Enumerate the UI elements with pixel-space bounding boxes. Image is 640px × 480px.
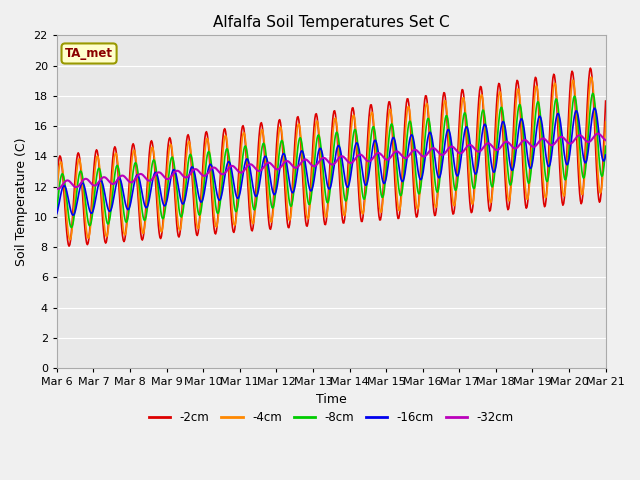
X-axis label: Time: Time	[316, 393, 347, 406]
Text: TA_met: TA_met	[65, 47, 113, 60]
Legend: -2cm, -4cm, -8cm, -16cm, -32cm: -2cm, -4cm, -8cm, -16cm, -32cm	[145, 407, 518, 429]
Y-axis label: Soil Temperature (C): Soil Temperature (C)	[15, 137, 28, 266]
Title: Alfalfa Soil Temperatures Set C: Alfalfa Soil Temperatures Set C	[213, 15, 449, 30]
